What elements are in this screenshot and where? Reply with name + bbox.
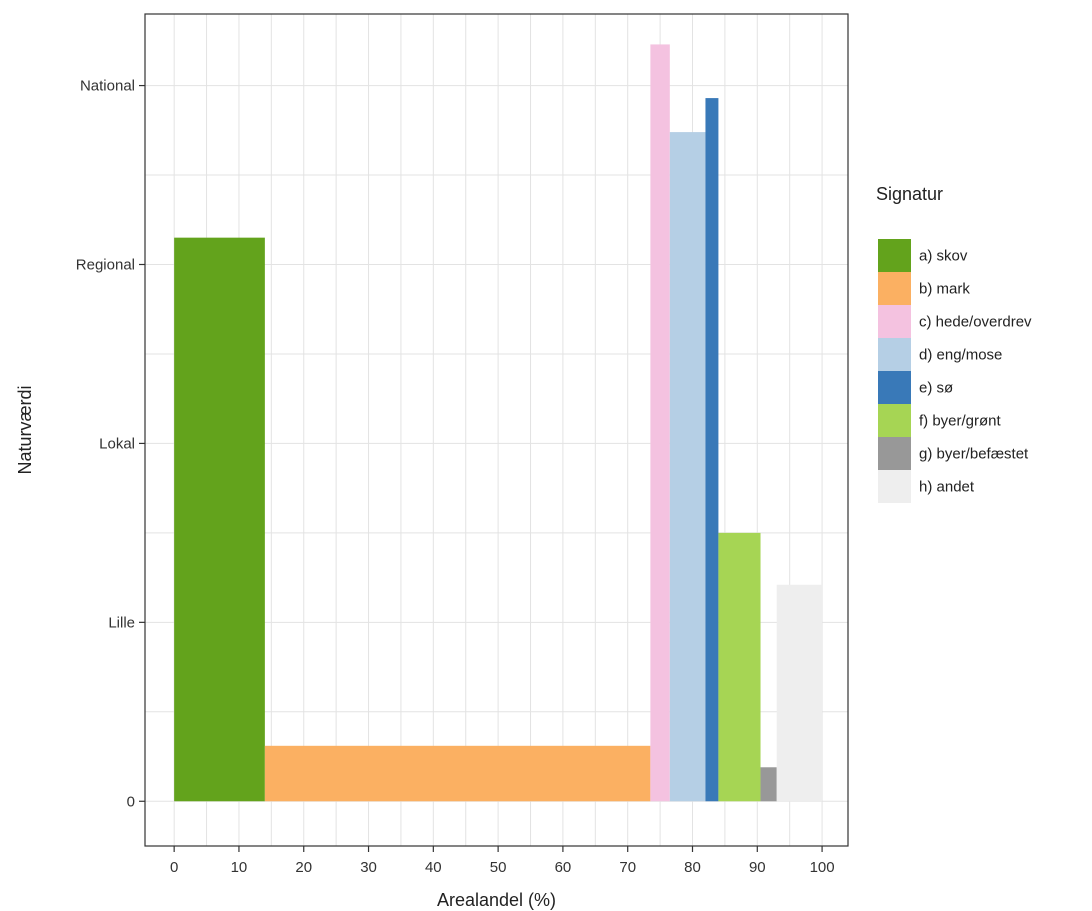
bar-e-s- xyxy=(705,98,719,802)
bar-c-hede-overdrev xyxy=(650,44,670,802)
legend-label: f) byer/grønt xyxy=(919,413,1002,430)
x-tick-label: 60 xyxy=(555,859,572,876)
legend-title: Signatur xyxy=(876,184,943,204)
x-axis: 0 10 20 30 40 50 60 70 80 90 100 xyxy=(170,846,835,876)
x-tick-label: 70 xyxy=(619,859,636,876)
x-axis-title: Arealandel (%) xyxy=(437,890,556,910)
x-tick-label: 40 xyxy=(425,859,442,876)
legend-key xyxy=(878,272,911,305)
legend-label: h) andet xyxy=(919,479,975,496)
x-tick-label: 20 xyxy=(295,859,312,876)
x-tick-label: 0 xyxy=(170,859,178,876)
bar-f-byer-gr-nt xyxy=(718,532,761,802)
legend-label: e) sø xyxy=(919,380,953,397)
x-tick-label: 80 xyxy=(684,859,701,876)
legend: a) skov b) mark c) hede/overdrev d) eng/mos… xyxy=(878,239,1032,503)
x-tick-label: 30 xyxy=(360,859,377,876)
bar-b-mark xyxy=(264,745,651,802)
legend-key xyxy=(878,404,911,437)
legend-key xyxy=(878,338,911,371)
legend-label: b) mark xyxy=(919,281,970,298)
y-tick-label: Lille xyxy=(108,614,135,631)
legend-key xyxy=(878,305,911,338)
plot-frame xyxy=(144,13,849,847)
x-tick-label: 50 xyxy=(490,859,507,876)
x-tick-label: 100 xyxy=(810,859,835,876)
bar-a-skov xyxy=(174,237,265,802)
y-axis: 0 Lille Lokal Regional National xyxy=(76,78,145,810)
legend-key xyxy=(878,239,911,272)
y-tick-label: Lokal xyxy=(99,435,135,452)
bar-g-byer-bef-stet xyxy=(760,767,777,802)
bar-h-andet xyxy=(776,584,823,802)
legend-key xyxy=(878,437,911,470)
y-tick-label: 0 xyxy=(127,793,135,810)
legend-label: c) hede/overdrev xyxy=(919,314,1032,331)
bar-d-eng-mose xyxy=(669,132,706,802)
legend-label: a) skov xyxy=(919,248,968,265)
x-tick-label: 90 xyxy=(749,859,766,876)
legend-label: g) byer/befæstet xyxy=(919,446,1029,463)
legend-key xyxy=(878,371,911,404)
y-tick-label: Regional xyxy=(76,256,135,273)
legend-key xyxy=(878,470,911,503)
y-axis-title: Naturværdi xyxy=(15,385,35,474)
x-tick-label: 10 xyxy=(231,859,248,876)
bars xyxy=(174,44,823,802)
legend-label: d) eng/mose xyxy=(919,347,1002,364)
y-tick-label: National xyxy=(80,78,135,95)
